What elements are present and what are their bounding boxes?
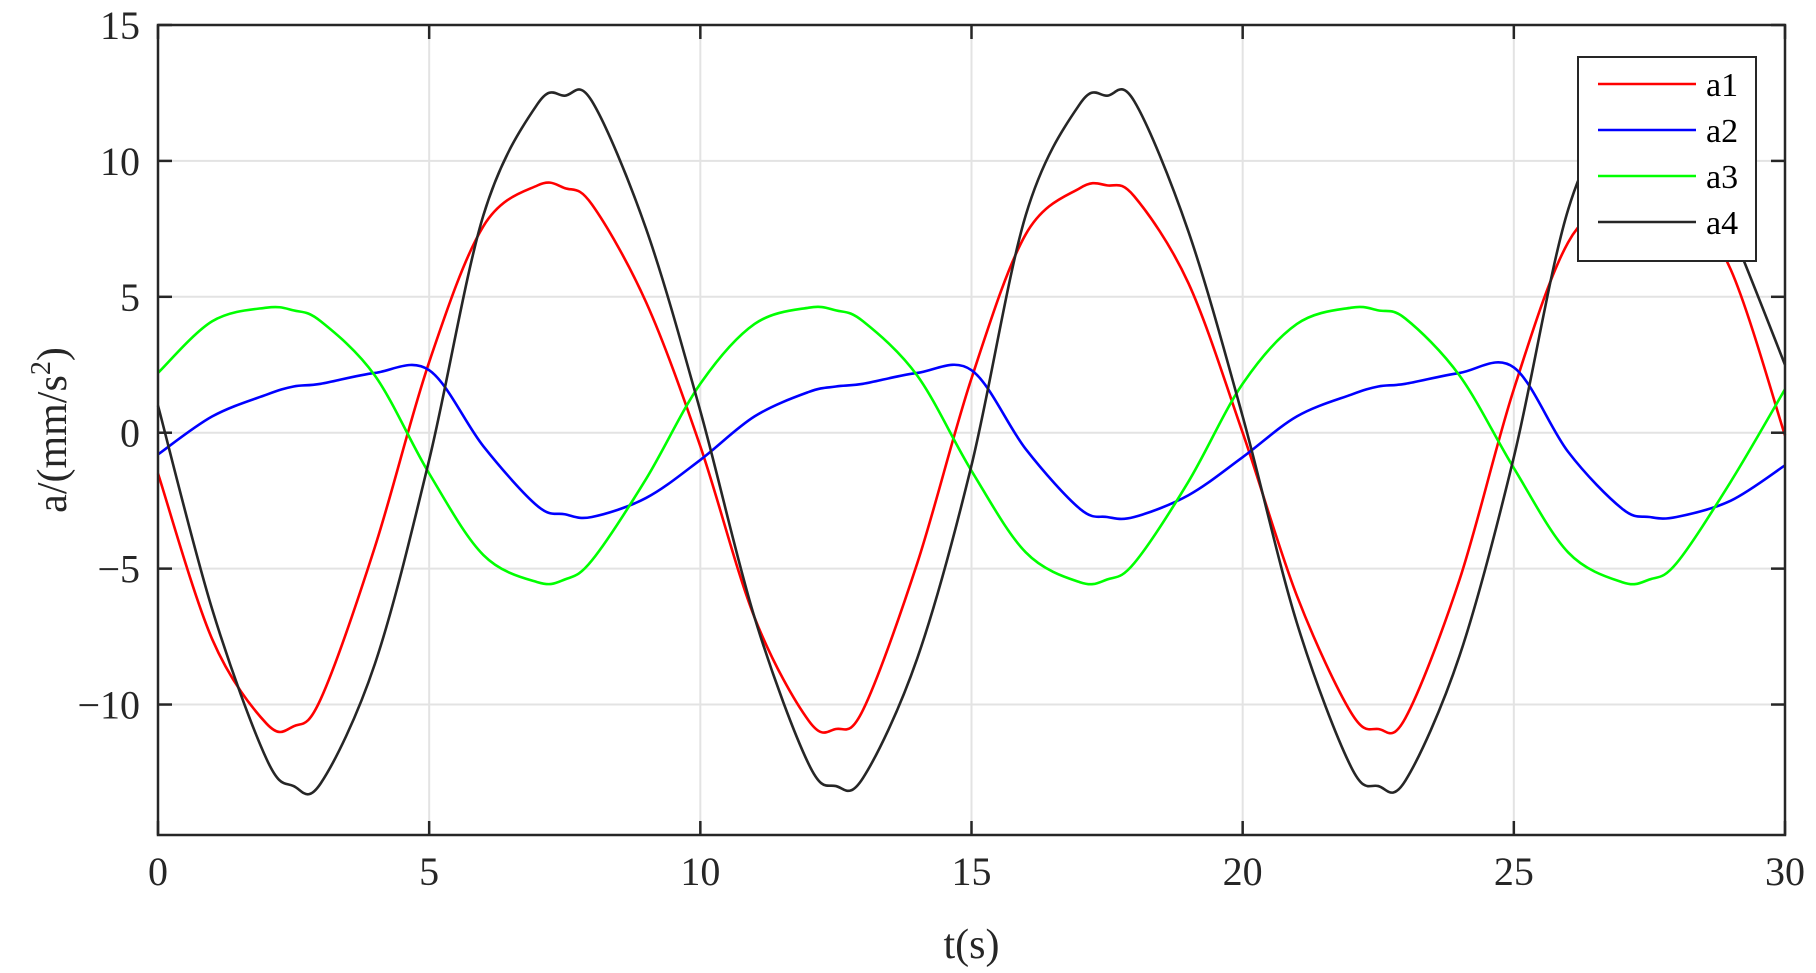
x-tick-label: 25: [1494, 849, 1534, 894]
series-line-a2: [157, 361, 1786, 521]
legend-label-a4: a4: [1706, 205, 1738, 242]
y-tick-label: 0: [120, 411, 140, 456]
series-layer: [156, 88, 1787, 796]
x-tick-label: 15: [952, 849, 992, 894]
legend-box: [1577, 56, 1757, 262]
y-tick-label: 5: [120, 275, 140, 320]
legend-label-a2: a2: [1706, 113, 1738, 150]
x-tick-label: 20: [1223, 849, 1263, 894]
legend-label-a1: a1: [1706, 67, 1738, 104]
y-axis-label: a/(mm/s2): [26, 347, 76, 513]
x-tick-label: 0: [148, 849, 168, 894]
y-tick-label: −5: [97, 547, 140, 592]
x-tick-label: 5: [419, 849, 439, 894]
series-line-a3: [157, 305, 1787, 586]
y-tick-label: −10: [77, 683, 140, 728]
legend-label-a3: a3: [1706, 159, 1738, 196]
x-tick-label: 30: [1765, 849, 1805, 894]
y-tick-label: 10: [100, 139, 140, 184]
y-axis-label-superscript: 2: [26, 361, 57, 375]
x-tick-label: 10: [680, 849, 720, 894]
y-axis-label-close: ): [30, 347, 76, 361]
series-line-a1: [156, 179, 1787, 735]
legend: a1 a2 a3 a4: [1577, 56, 1757, 262]
x-axis-label: t(s): [944, 922, 1000, 968]
series-line-a4: [156, 88, 1787, 796]
tick-layer: 0 5 10 15 20 25 30 15 10 5 0 −5 −10: [77, 3, 1805, 894]
y-tick-label: 15: [100, 3, 140, 48]
y-axis-label-main: a/(mm/s: [30, 375, 76, 513]
